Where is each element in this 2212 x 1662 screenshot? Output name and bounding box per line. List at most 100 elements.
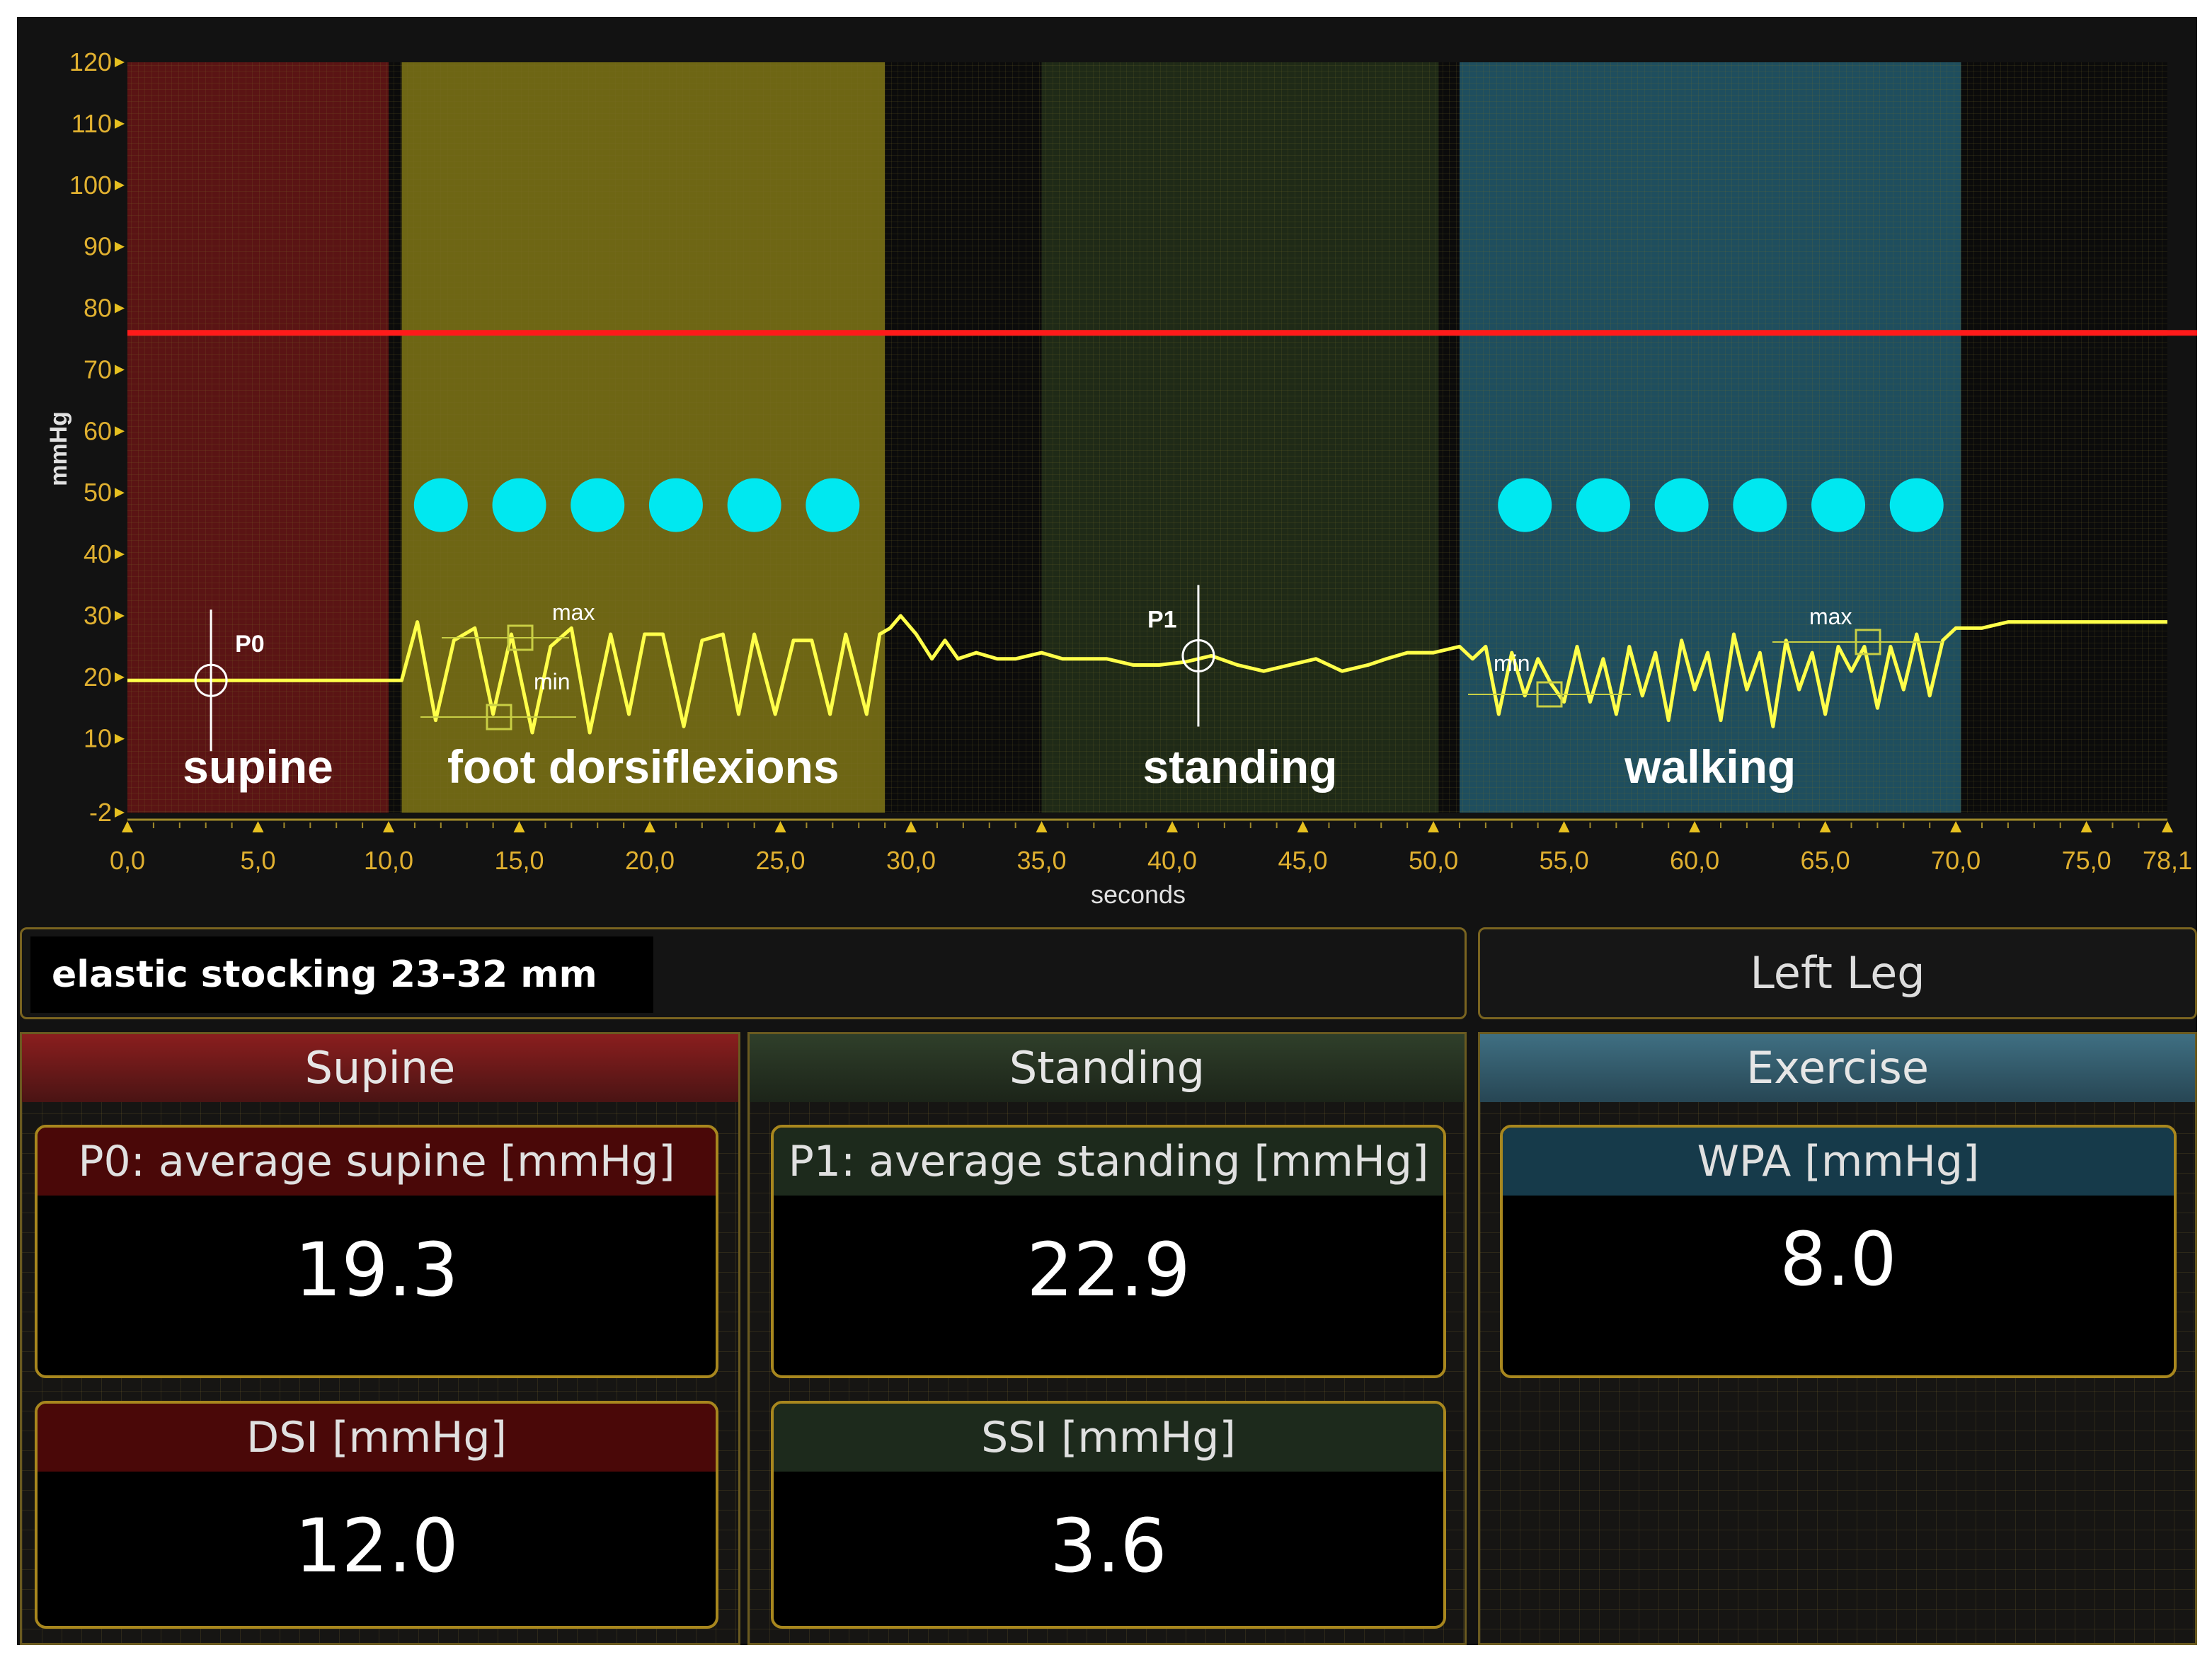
y-axis-label: mmHg <box>45 411 72 486</box>
y-tick-label: 120 <box>69 47 112 76</box>
x-tick-marker <box>2162 821 2173 832</box>
x-tick-marker <box>1950 821 1962 832</box>
y-tick-marker <box>115 118 125 129</box>
x-tick-label: 78,1 <box>2143 846 2192 875</box>
pressure-chart: 0,0 5,0 10,0 15,0 20,0 25,0 30,0 35,0 40,0 45,0 50… <box>45 47 2197 909</box>
wpa-card-label: WPA [mmHg] <box>1503 1128 2174 1196</box>
x-tick-label: 55,0 <box>1540 846 1589 875</box>
marker-label-P0: P0 <box>235 631 265 658</box>
marker-label-P1: P1 <box>1147 606 1177 633</box>
y-tick-marker <box>115 488 125 498</box>
cue-dot <box>413 478 468 532</box>
y-tick-label: -2 <box>89 798 112 827</box>
supine-section: Supine P0: average supine [mmHg] 19.3 DS… <box>20 1032 740 1645</box>
max-annotation: max <box>552 600 595 625</box>
x-tick-label: 0,0 <box>110 846 145 875</box>
phase-label-supine: supine <box>183 740 333 793</box>
x-tick-label: 25,0 <box>755 846 805 875</box>
ssi-card: SSI [mmHg] 3.6 <box>771 1401 1446 1629</box>
pressure-series-line <box>127 614 2167 735</box>
x-tick-label: 30,0 <box>886 846 936 875</box>
x-tick-label: 10,0 <box>364 846 413 875</box>
x-axis-label: seconds <box>1091 880 1186 909</box>
y-tick-label: 90 <box>84 232 112 261</box>
cue-dot <box>492 478 546 532</box>
y-tick-marker <box>115 180 125 190</box>
x-tick-marker <box>644 821 656 832</box>
supine-section-title: Supine <box>22 1034 738 1102</box>
cue-dot <box>1733 478 1787 532</box>
x-tick-marker <box>513 821 525 832</box>
x-tick-marker <box>2080 821 2092 832</box>
y-tick-label: 30 <box>84 601 112 630</box>
y-tick-label: 80 <box>84 294 112 323</box>
min-annotation: min <box>1494 651 1530 676</box>
wpa-value: 8.0 <box>1780 1216 1897 1302</box>
x-tick-label: 35,0 <box>1017 846 1067 875</box>
cue-dot <box>1889 478 1944 532</box>
x-tick-marker <box>1167 821 1179 832</box>
y-tick-marker <box>115 733 125 744</box>
p1-value: 22.9 <box>1026 1227 1191 1313</box>
y-tick-marker <box>115 365 125 375</box>
x-tick-marker <box>905 821 917 832</box>
y-tick-label: 100 <box>69 171 112 200</box>
x-tick-marker <box>1819 821 1831 832</box>
x-tick-marker <box>774 821 786 832</box>
y-tick-label: 60 <box>84 416 112 445</box>
cue-dot <box>648 478 703 532</box>
exercise-section-title: Exercise <box>1480 1034 2195 1102</box>
cue-dot <box>1498 478 1552 532</box>
y-tick-label: 40 <box>84 539 112 568</box>
y-tick-label: 110 <box>71 109 112 138</box>
cue-dot <box>1811 478 1866 532</box>
p1-card: P1: average standing [mmHg] 22.9 <box>771 1125 1446 1378</box>
x-tick-marker <box>1428 821 1440 832</box>
cue-dot <box>1654 478 1709 532</box>
x-tick-label: 75,0 <box>2062 846 2111 875</box>
y-tick-marker <box>115 549 125 560</box>
x-tick-label: 45,0 <box>1278 846 1328 875</box>
x-tick-label: 20,0 <box>625 846 675 875</box>
phase-label-standing: standing <box>1143 740 1338 793</box>
y-tick-marker <box>115 57 125 67</box>
cue-dot <box>1576 478 1630 532</box>
y-tick-marker <box>115 672 125 682</box>
y-tick-label: 10 <box>84 724 112 753</box>
y-tick-marker <box>115 241 125 252</box>
x-tick-label: 5,0 <box>240 846 275 875</box>
y-tick-label: 70 <box>84 355 112 384</box>
exercise-section: Exercise WPA [mmHg] 8.0 <box>1478 1032 2197 1645</box>
x-tick-marker <box>383 821 395 832</box>
p0-value: 19.3 <box>294 1227 459 1313</box>
y-tick-label: 20 <box>84 663 112 692</box>
x-tick-marker <box>1297 821 1309 832</box>
x-tick-label: 60,0 <box>1670 846 1719 875</box>
p1-card-label: P1: average standing [mmHg] <box>774 1128 1443 1196</box>
cue-dot <box>806 478 860 532</box>
ssi-card-label: SSI [mmHg] <box>774 1404 1443 1472</box>
x-tick-label: 65,0 <box>1801 846 1850 875</box>
marker-ring-P1 <box>1181 638 1215 672</box>
x-tick-marker <box>122 821 133 832</box>
wpa-card: WPA [mmHg] 8.0 <box>1500 1125 2177 1378</box>
leg-label: Left Leg <box>1478 927 2197 1019</box>
x-tick-marker <box>1558 821 1570 832</box>
x-tick-label: 40,0 <box>1147 846 1197 875</box>
dsi-card: DSI [mmHg] 12.0 <box>35 1401 718 1629</box>
marker-ring-P0 <box>194 663 228 697</box>
p0-card-label: P0: average supine [mmHg] <box>38 1128 716 1196</box>
cue-dot <box>571 478 625 532</box>
y-tick-marker <box>115 808 125 818</box>
condition-bar: elastic stocking 23-32 mm Hg <box>20 927 1467 1072</box>
y-tick-label: 50 <box>84 478 112 507</box>
standing-section: Standing P1: average standing [mmHg] 22.… <box>747 1032 1467 1645</box>
x-tick-marker <box>1036 821 1048 832</box>
y-tick-marker <box>115 426 125 437</box>
x-tick-marker <box>1689 821 1701 832</box>
y-tick-marker <box>115 610 125 621</box>
app-window: 0,0 5,0 10,0 15,0 20,0 25,0 30,0 35,0 40,0 45,0 50… <box>17 17 2197 1645</box>
max-annotation: max <box>1809 604 1852 629</box>
x-tick-label: 50,0 <box>1409 846 1458 875</box>
phase-label-foot-dorsiflexions: foot dorsiflexions <box>447 740 839 793</box>
